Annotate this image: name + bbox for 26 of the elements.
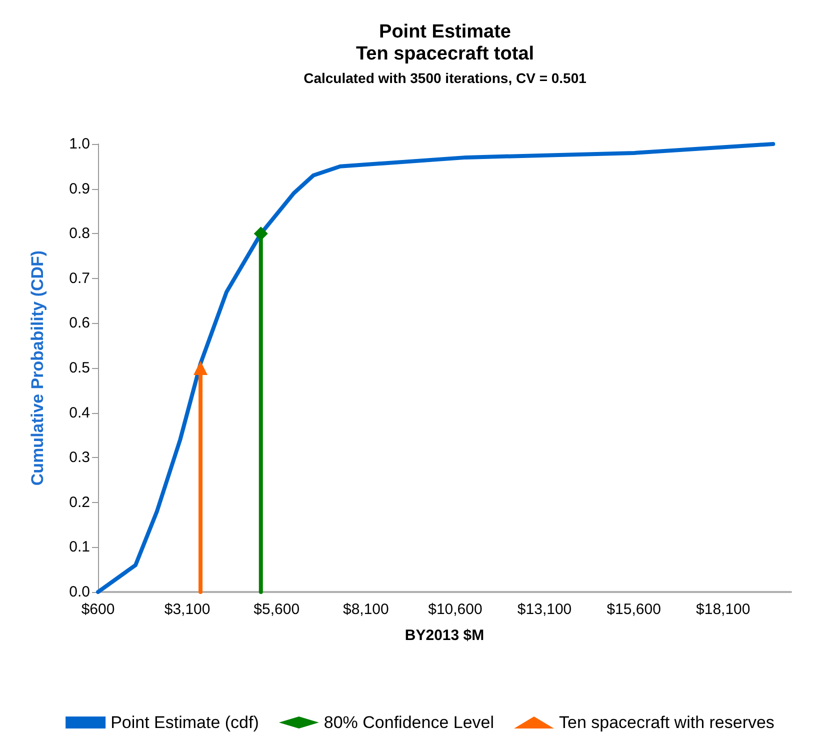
y-tick-label: 0.8 bbox=[69, 225, 90, 242]
y-tick-label: 0.5 bbox=[69, 360, 90, 376]
legend-label: 80% Confidence Level bbox=[324, 713, 494, 732]
y-axis-title: Cumulative Probability (CDF) bbox=[28, 250, 47, 486]
y-tick-label: 0.2 bbox=[69, 494, 90, 511]
x-axis-title: BY2013 $M bbox=[404, 627, 484, 644]
legend-label: Point Estimate (cdf) bbox=[110, 713, 259, 732]
x-tick-label: $600 bbox=[81, 601, 115, 618]
x-tick-label: $15,600 bbox=[606, 601, 661, 618]
y-tick-label: 0.1 bbox=[69, 538, 90, 556]
x-tick-label: $5,600 bbox=[254, 601, 300, 618]
chart-subtitle: Calculated with 3500 iterations, CV = 0.501 bbox=[304, 70, 587, 86]
y-tick-label: 0.4 bbox=[69, 404, 90, 422]
chart-title: Point Estimate Ten spacecraft total bbox=[356, 22, 534, 64]
y-tick-label: 1.0 bbox=[69, 136, 90, 152]
y-tick-label: 0.0 bbox=[69, 584, 90, 600]
legend-label: Ten spacecraft with reserves bbox=[559, 713, 774, 732]
y-tick-label: 0.9 bbox=[69, 180, 90, 198]
x-tick-label: $10,600 bbox=[428, 601, 482, 618]
y-tick-label: 0.7 bbox=[69, 270, 90, 287]
x-tick-label: $8,100 bbox=[342, 601, 389, 618]
y-tick-label: 0.3 bbox=[69, 449, 90, 466]
x-tick-label: $18,100 bbox=[696, 601, 750, 618]
x-tick-label: $3,100 bbox=[164, 601, 210, 618]
y-tick-label: 0.6 bbox=[69, 314, 90, 332]
x-tick-label: $13,100 bbox=[517, 601, 572, 618]
